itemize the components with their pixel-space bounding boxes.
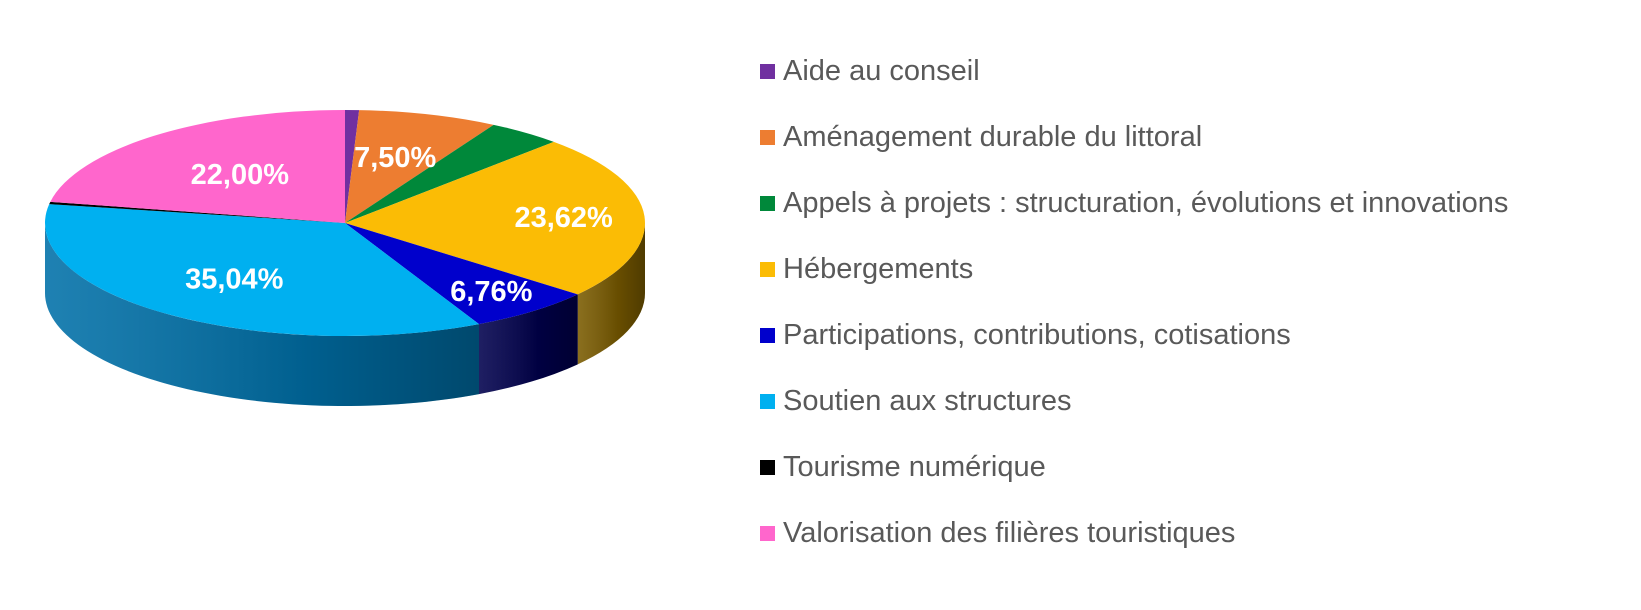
data-label-valorisation-des-filieres-touristiques: 22,00% (191, 159, 290, 191)
legend-item-appels-a-projets: Appels à projets : structuration, évolut… (760, 170, 1640, 236)
pie-data-labels: 7,50% 23,62% 6,76% 35,04% 22,00% (185, 142, 613, 308)
legend-swatch (760, 327, 775, 343)
pie-side-shade (577, 223, 645, 365)
pie-side-shade (479, 294, 578, 395)
legend-label: Aide au conseil (783, 54, 980, 87)
legend-item-soutien-aux-structures: Soutien aux structures (760, 368, 1640, 434)
legend-swatch (760, 459, 775, 475)
pie-slice-aide-au-conseil (345, 110, 360, 223)
data-label-soutien-aux-structures: 35,04% (185, 263, 284, 295)
pie-slice-valorisation-des-filieres-touristiques (50, 110, 346, 223)
pie-slice-participations-contributions-cotisations (345, 223, 578, 325)
legend-label: Hébergements (783, 252, 974, 285)
legend-item-amenagement-durable-du-littoral: Aménagement durable du littoral (760, 104, 1640, 170)
legend-swatch (760, 525, 775, 541)
pie-slice-appels-a-projets-structuration-evolutions-et-innovations (345, 124, 554, 223)
data-label-hebergements: 23,62% (514, 202, 613, 234)
legend-label: Valorisation des filières touristiques (783, 516, 1236, 549)
legend-item-hebergements: Hébergements (760, 236, 1640, 302)
legend-item-valorisation-des-filieres: Valorisation des filières touristiques (760, 500, 1640, 566)
legend-item-tourisme-numerique: Tourisme numérique (760, 434, 1640, 500)
pie-slice-soutien-aux-structures (45, 204, 480, 336)
legend-label: Soutien aux structures (783, 384, 1072, 417)
legend-label: Tourisme numérique (783, 450, 1046, 483)
pie-slice-tourisme-numerique (49, 201, 346, 223)
pie-chart-svg: 7,50% 23,62% 6,76% 35,04% 22,00% (45, 110, 646, 406)
pie-sides (45, 223, 645, 406)
legend-item-participations: Participations, contributions, cotisatio… (760, 302, 1640, 368)
pie-slice-amenagement-durable-du-littoral (345, 110, 494, 223)
legend-label: Participations, contributions, cotisatio… (783, 318, 1291, 351)
legend-swatch (760, 393, 775, 409)
legend-swatch (760, 195, 775, 211)
legend-swatch (760, 129, 775, 145)
data-label-participations-contributions-cotisations: 6,76% (450, 276, 532, 308)
pie-chart: 7,50% 23,62% 6,76% 35,04% 22,00% (0, 0, 760, 610)
pie-tops (45, 110, 646, 336)
data-label-amenagement-durable-du-littoral: 7,50% (354, 142, 436, 174)
legend: Aide au conseil Aménagement durable du l… (760, 38, 1640, 566)
legend-swatch (760, 63, 775, 79)
legend-label: Aménagement durable du littoral (783, 120, 1203, 153)
legend-item-aide-au-conseil: Aide au conseil (760, 38, 1640, 104)
pie-side-shade (45, 223, 480, 406)
legend-swatch (760, 261, 775, 277)
pie-slice-hebergements (345, 141, 646, 295)
legend-label: Appels à projets : structuration, évolut… (783, 186, 1509, 219)
